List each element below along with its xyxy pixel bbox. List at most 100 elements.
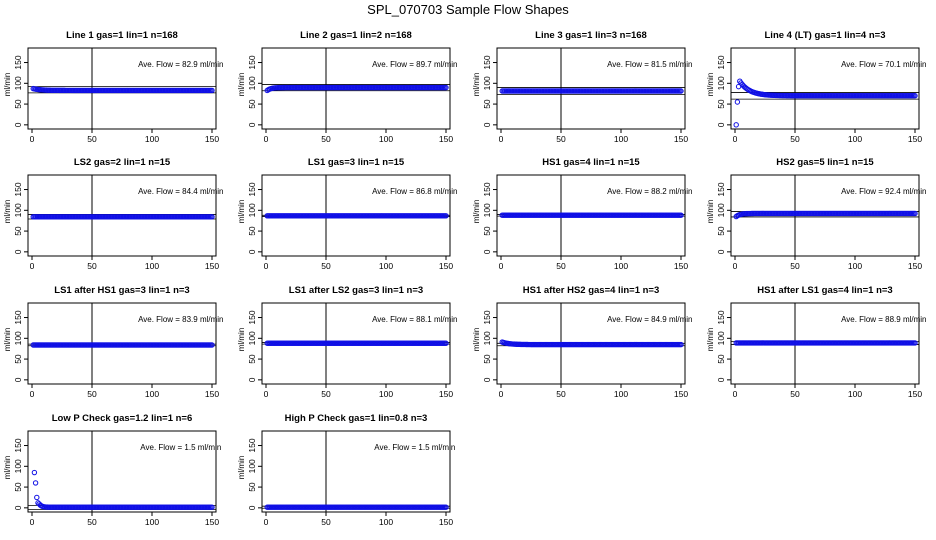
x-tick-label: 50 <box>556 134 566 144</box>
y-tick-label: 50 <box>247 354 257 364</box>
x-tick-label: 0 <box>30 261 35 271</box>
panel-title: Line 3 gas=1 lin=3 n=168 <box>535 30 647 41</box>
panel-title: LS1 after HS1 gas=3 lin=1 n=3 <box>54 285 189 296</box>
data-point <box>443 504 449 510</box>
y-tick-label: 150 <box>482 55 492 69</box>
x-tick-label: 100 <box>145 389 159 399</box>
y-tick-label: 0 <box>482 377 492 382</box>
y-axis-label: ml/min <box>472 200 481 224</box>
y-tick-label: 0 <box>13 505 23 510</box>
x-tick-label: 150 <box>439 261 453 271</box>
x-tick-label: 0 <box>499 389 504 399</box>
y-tick-label: 150 <box>13 55 23 69</box>
data-point <box>733 122 739 128</box>
panel-title: HS1 gas=4 lin=1 n=15 <box>542 157 640 168</box>
panel-title: Line 1 gas=1 lin=1 n=168 <box>66 30 178 41</box>
y-axis-label: ml/min <box>706 328 715 352</box>
panel-frame <box>261 47 451 130</box>
y-tick-label: 50 <box>13 482 23 492</box>
y-tick-label: 0 <box>13 122 23 127</box>
data-point <box>443 213 449 219</box>
y-tick-label: 50 <box>247 226 257 236</box>
y-tick-label: 150 <box>247 182 257 196</box>
y-axis-label: ml/min <box>706 200 715 224</box>
y-tick-label: 0 <box>247 505 257 510</box>
x-tick-label: 150 <box>205 261 219 271</box>
x-tick-label: 50 <box>321 517 331 527</box>
panel-frame <box>261 430 451 513</box>
y-tick-label: 150 <box>482 182 492 196</box>
panel-title: LS1 gas=3 lin=1 n=15 <box>308 157 405 168</box>
data-point <box>443 84 449 91</box>
x-tick-label: 50 <box>87 134 97 144</box>
x-tick-label: 50 <box>790 261 800 271</box>
panel-title: Line 2 gas=1 lin=2 n=168 <box>300 30 412 41</box>
x-tick-label: 150 <box>205 134 219 144</box>
x-tick-label: 50 <box>556 389 566 399</box>
x-tick-label: 50 <box>556 261 566 271</box>
x-tick-label: 150 <box>205 517 219 527</box>
y-tick-label: 100 <box>13 203 23 217</box>
data-point <box>209 342 215 348</box>
y-tick-label: 0 <box>13 377 23 382</box>
x-tick-label: 150 <box>908 389 922 399</box>
panel-frame <box>496 174 686 257</box>
x-tick-label: 50 <box>87 517 97 527</box>
y-axis-label: ml/min <box>237 456 246 480</box>
y-tick-label: 150 <box>716 55 726 69</box>
panel-frame <box>261 302 451 385</box>
y-tick-label: 150 <box>482 310 492 324</box>
y-tick-label: 100 <box>482 331 492 345</box>
y-tick-label: 100 <box>247 76 257 90</box>
y-axis-label: ml/min <box>3 73 12 97</box>
data-point <box>912 210 918 217</box>
y-axis-label: ml/min <box>237 200 246 224</box>
x-tick-label: 100 <box>848 261 862 271</box>
x-tick-label: 150 <box>908 134 922 144</box>
panel-title: HS1 after LS1 gas=4 lin=1 n=3 <box>757 285 892 296</box>
data-point <box>735 83 742 90</box>
data-point <box>209 214 215 220</box>
average-flow-label: Ave. Flow = 92.4 ml/min <box>841 187 926 196</box>
panel-frame <box>730 302 920 385</box>
average-flow-label: Ave. Flow = 86.8 ml/min <box>372 187 457 196</box>
average-flow-label: Ave. Flow = 89.7 ml/min <box>372 60 457 69</box>
x-tick-label: 100 <box>614 389 628 399</box>
x-tick-label: 150 <box>439 389 453 399</box>
y-tick-label: 0 <box>13 249 23 254</box>
y-tick-label: 100 <box>482 203 492 217</box>
y-tick-label: 150 <box>13 310 23 324</box>
x-tick-label: 100 <box>848 134 862 144</box>
panel-title: HS2 gas=5 lin=1 n=15 <box>776 157 874 168</box>
average-flow-label: Ave. Flow = 81.5 ml/min <box>607 60 692 69</box>
x-tick-label: 0 <box>30 134 35 144</box>
y-tick-label: 50 <box>482 99 492 109</box>
y-tick-label: 0 <box>716 377 726 382</box>
x-tick-label: 50 <box>321 389 331 399</box>
average-flow-label: Ave. Flow = 83.9 ml/min <box>138 315 223 324</box>
y-tick-label: 100 <box>247 331 257 345</box>
x-tick-label: 100 <box>379 261 393 271</box>
y-tick-label: 50 <box>247 482 257 492</box>
x-tick-label: 0 <box>30 517 35 527</box>
average-flow-label: Ave. Flow = 88.9 ml/min <box>841 315 926 324</box>
average-flow-label: Ave. Flow = 1.5 ml/min <box>374 443 455 452</box>
y-axis-label: ml/min <box>237 328 246 352</box>
y-tick-label: 100 <box>716 331 726 345</box>
x-tick-label: 100 <box>379 389 393 399</box>
y-tick-label: 50 <box>13 354 23 364</box>
panel-frame <box>27 302 217 385</box>
x-tick-label: 100 <box>848 389 862 399</box>
y-tick-label: 50 <box>482 226 492 236</box>
panel-frame <box>27 47 217 130</box>
panel-title: HS1 after HS2 gas=4 lin=1 n=3 <box>523 285 660 296</box>
data-point <box>32 480 39 486</box>
y-tick-label: 150 <box>13 438 23 452</box>
panel-title: Low P Check gas=1.2 lin=1 n=6 <box>52 413 193 424</box>
panel-frame <box>730 174 920 257</box>
y-tick-label: 100 <box>13 76 23 90</box>
y-tick-label: 150 <box>247 310 257 324</box>
x-tick-label: 150 <box>439 517 453 527</box>
y-axis-label: ml/min <box>472 73 481 97</box>
x-tick-label: 0 <box>264 261 269 271</box>
